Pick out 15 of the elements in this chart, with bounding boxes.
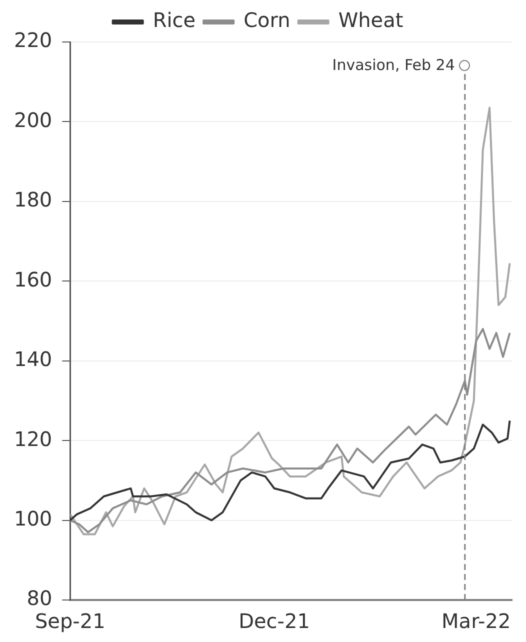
y-tick-label: 100: [14, 506, 52, 530]
legend-label: Corn: [244, 8, 290, 32]
y-tick-label: 80: [26, 586, 52, 610]
legend-label: Wheat: [338, 8, 404, 32]
y-tick-label: 180: [14, 188, 52, 212]
y-tick-label: 160: [14, 267, 52, 292]
y-tick-label: 120: [14, 426, 52, 451]
legend-label: Rice: [152, 8, 196, 32]
y-tick-label: 140: [14, 347, 52, 372]
x-tick-label: Mar-22: [442, 609, 511, 634]
x-tick-label: Sep-21: [34, 609, 106, 634]
y-tick-label: 220: [14, 28, 52, 52]
y-tick-label: 200: [14, 108, 52, 132]
x-tick-label: Dec-21: [238, 609, 310, 634]
ref-line-label: Invasion, Feb 24: [332, 56, 455, 74]
